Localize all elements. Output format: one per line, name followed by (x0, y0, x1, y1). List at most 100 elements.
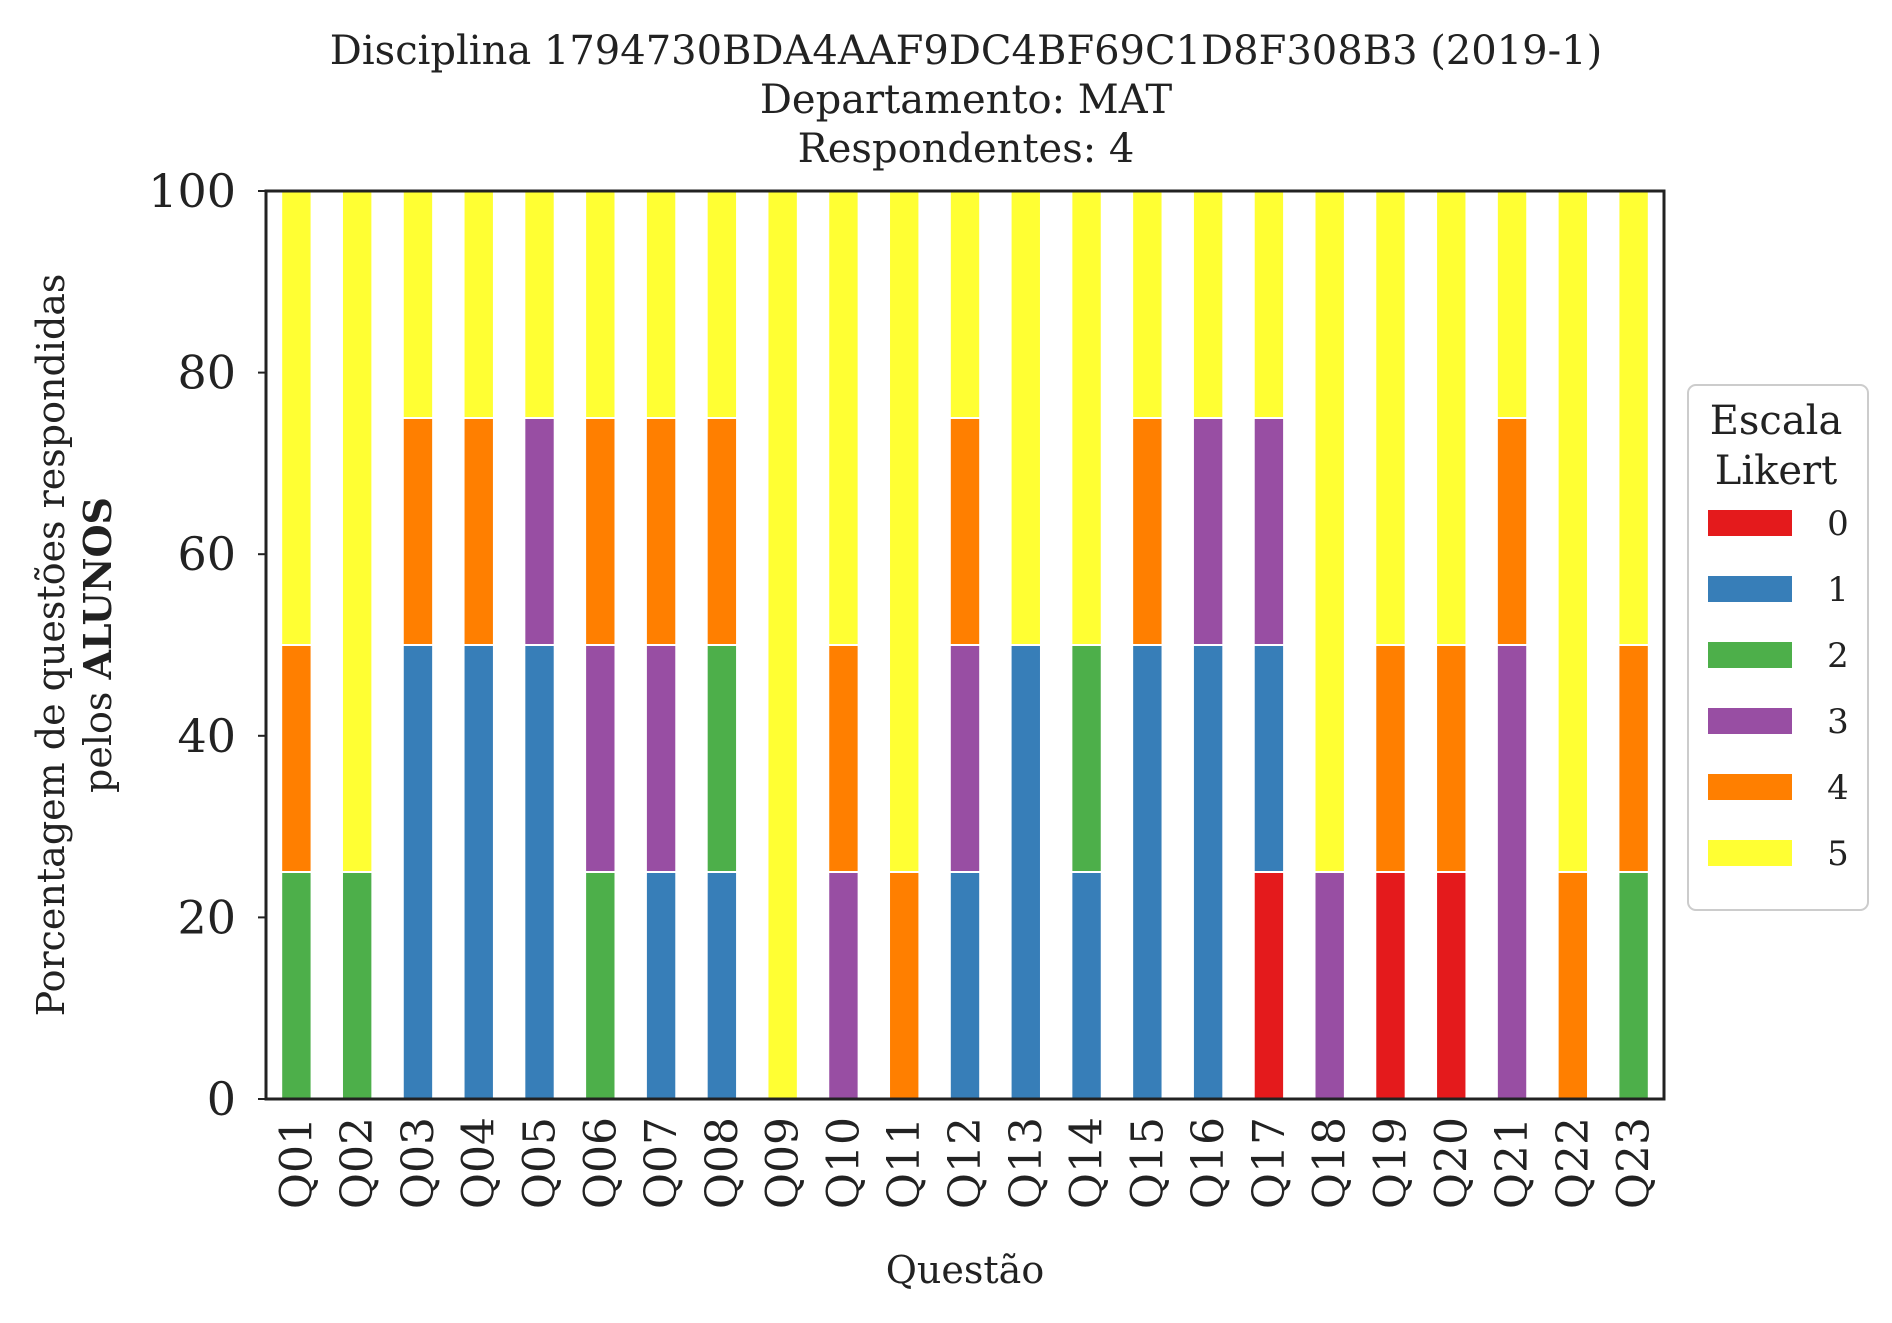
chart-title-line-3: Respondentes: 4 (798, 126, 1135, 172)
y-axis-label-line-2: pelos ALUNOS (75, 497, 120, 793)
bar-segment-q20-likert-0 (1435, 871, 1468, 1100)
bar-segment-q14-likert-1 (1070, 871, 1103, 1100)
y-tick-label: 60 (177, 527, 236, 581)
y-tick-label: 100 (148, 164, 236, 218)
x-tick-label-q23: Q23 (1609, 1117, 1660, 1209)
bar-segment-q13-likert-5 (1009, 190, 1042, 646)
legend-label-1: 1 (1827, 570, 1849, 610)
x-tick-label-q11: Q11 (879, 1117, 930, 1209)
bar-segment-q22-likert-4 (1556, 871, 1590, 1100)
bar-segment-q08-likert-5 (705, 190, 739, 419)
legend-title-line-2: Likert (1715, 448, 1837, 494)
bar-segment-q11-likert-5 (888, 190, 921, 873)
x-tick-label-q20: Q20 (1426, 1117, 1477, 1209)
x-tick-label-q08: Q08 (697, 1117, 748, 1209)
bar-segment-q16-likert-1 (1191, 644, 1225, 1100)
bar-segment-q04-likert-1 (462, 644, 495, 1100)
bar-segment-q14-likert-2 (1070, 644, 1103, 873)
bar-segment-q06-likert-4 (584, 417, 617, 646)
bar-segment-q17-likert-5 (1252, 190, 1286, 419)
legend-swatch-2 (1708, 642, 1792, 668)
bar-segment-q07-likert-1 (644, 871, 678, 1100)
x-tick-label-q18: Q18 (1305, 1117, 1356, 1209)
bar-segment-q19-likert-4 (1374, 644, 1407, 873)
bar-segment-q10-likert-4 (827, 644, 860, 873)
bars-group (280, 190, 1650, 1100)
bar-segment-q23-likert-5 (1617, 190, 1650, 646)
bar-segment-q03-likert-1 (401, 644, 435, 1100)
plot-frame (264, 189, 1666, 1101)
bar-segment-q10-likert-3 (827, 871, 860, 1100)
legend-label-0: 0 (1827, 504, 1849, 544)
bar-segment-q10-likert-5 (827, 190, 860, 646)
x-tick-label-q16: Q16 (1183, 1117, 1234, 1209)
chart-title: Disciplina 1794730BDA4AAF9DC4BF69C1D8F30… (330, 28, 1602, 172)
chart-title-line-2: Departamento: MAT (760, 77, 1173, 123)
x-tick-label-q22: Q22 (1548, 1117, 1599, 1209)
bar-segment-q15-likert-4 (1131, 417, 1164, 646)
bar-segment-q07-likert-5 (644, 190, 678, 419)
chart-title-line-1: Disciplina 1794730BDA4AAF9DC4BF69C1D8F30… (330, 28, 1602, 74)
x-tick-label-q02: Q02 (332, 1117, 383, 1209)
x-tick-label-q06: Q06 (575, 1117, 626, 1209)
bar-segment-q21-likert-4 (1495, 417, 1529, 646)
legend-items: 0 1 2 3 4 5 (1708, 504, 1849, 874)
x-tick-label-q21: Q21 (1487, 1117, 1538, 1209)
legend-label-3: 3 (1827, 702, 1849, 742)
bar-segment-q23-likert-2 (1617, 871, 1650, 1100)
bar-segment-q03-likert-5 (401, 190, 435, 419)
bar-segment-q08-likert-2 (705, 644, 739, 873)
x-tick-label-q05: Q05 (515, 1117, 566, 1209)
bar-segment-q11-likert-4 (888, 871, 921, 1100)
bar-segment-q08-likert-1 (705, 871, 739, 1100)
bar-segment-q12-likert-3 (948, 644, 982, 873)
bar-segment-q17-likert-0 (1252, 871, 1286, 1100)
y-axis-label-prefix: pelos (76, 680, 120, 793)
bar-segment-q01-likert-2 (280, 871, 313, 1100)
legend-label-2: 2 (1827, 636, 1849, 676)
y-tick-label: 20 (177, 890, 236, 944)
bar-segment-q17-likert-1 (1252, 644, 1286, 873)
y-tick-label: 80 (177, 346, 236, 400)
y-tick-label: 0 (207, 1072, 236, 1126)
bar-segment-q09-likert-5 (766, 190, 799, 1100)
bar-segment-q15-likert-1 (1131, 644, 1164, 1100)
x-ticks-group: Q01 Q02 Q03 Q04 Q05 Q06 Q07 Q08 Q09 Q10 Q11 Q12 Q13 Q… (271, 1117, 1659, 1209)
bar-segment-q15-likert-5 (1131, 190, 1164, 419)
legend-label-4: 4 (1827, 768, 1849, 808)
bar-segment-q19-likert-0 (1374, 871, 1407, 1100)
bar-segment-q02-likert-2 (340, 871, 374, 1100)
y-tick-label: 40 (177, 709, 236, 763)
bar-segment-q06-likert-3 (584, 644, 617, 873)
bar-segment-q05-likert-5 (523, 190, 556, 419)
bar-segment-q03-likert-4 (401, 417, 435, 646)
bar-segment-q22-likert-5 (1556, 190, 1590, 873)
bar-segment-q20-likert-4 (1435, 644, 1468, 873)
bar-segment-q17-likert-3 (1252, 417, 1286, 646)
bar-segment-q12-likert-1 (948, 871, 982, 1100)
bar-segment-q05-likert-1 (523, 644, 556, 1100)
bar-segment-q06-likert-5 (584, 190, 617, 419)
x-tick-label-q01: Q01 (271, 1117, 322, 1209)
bar-segment-q07-likert-4 (644, 417, 678, 646)
bar-segment-q14-likert-5 (1070, 190, 1103, 646)
legend-swatch-3 (1708, 708, 1792, 734)
legend-swatch-4 (1708, 774, 1792, 800)
bar-segment-q12-likert-4 (948, 417, 982, 646)
bar-segment-q21-likert-5 (1495, 190, 1529, 419)
bar-segment-q19-likert-5 (1374, 190, 1407, 646)
y-ticks-group: 0 20 40 60 80 100 (148, 164, 266, 1126)
bar-segment-q04-likert-4 (462, 417, 495, 646)
y-axis-label-line-1: Porcentagem de questões respondidas (29, 274, 73, 1017)
bar-segment-q18-likert-5 (1313, 190, 1346, 873)
legend-swatch-1 (1708, 576, 1792, 602)
bar-segment-q05-likert-3 (523, 417, 556, 646)
bar-segment-q01-likert-4 (280, 644, 313, 873)
x-tick-label-q13: Q13 (1001, 1117, 1052, 1209)
bar-segment-q18-likert-3 (1313, 871, 1346, 1100)
bar-segment-q16-likert-5 (1191, 190, 1225, 419)
bar-segment-q04-likert-5 (462, 190, 495, 419)
bar-segment-q08-likert-4 (705, 417, 739, 646)
bar-segment-q02-likert-5 (340, 190, 374, 873)
